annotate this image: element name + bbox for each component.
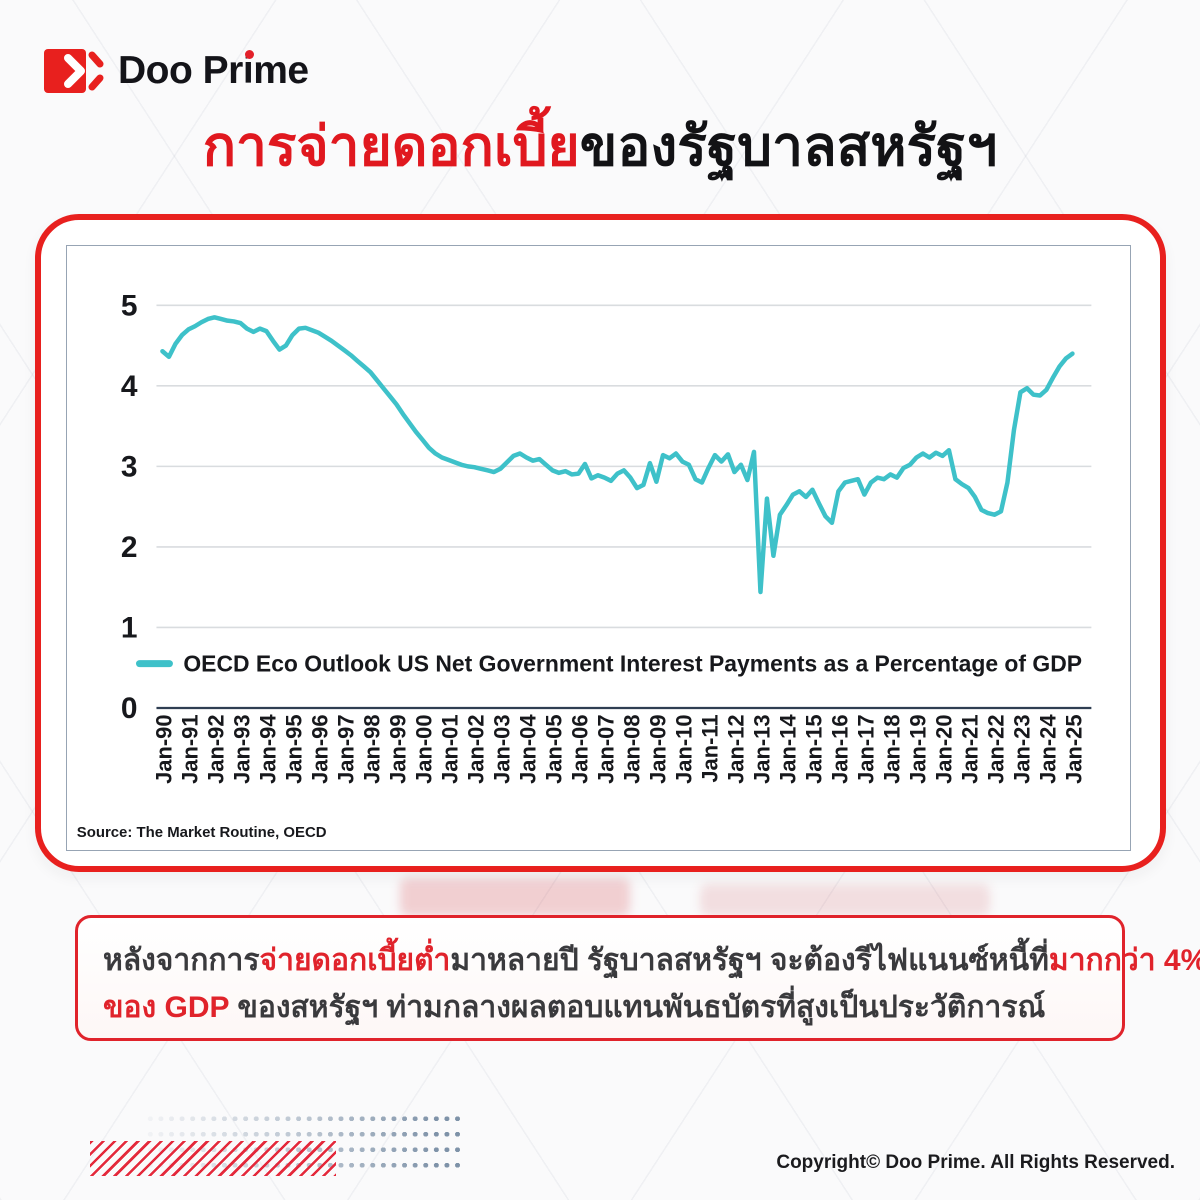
x-tick-label: Jan-02 <box>463 714 488 783</box>
x-tick-label: Jan-25 <box>1061 714 1086 783</box>
page-title-black: ของรัฐบาลสหรัฐฯ <box>579 115 998 177</box>
x-tick-label: Jan-20 <box>931 714 956 783</box>
x-tick-label: Jan-07 <box>593 714 618 783</box>
chart-plot-area: 0 1 2 3 4 5 Jan-90 Jan-91 Jan-92 Jan-93 Jan-94 Jan-… <box>66 245 1131 851</box>
callout-segment: ของสหรัฐฯ ท่ามกลางผลตอบแทนพันธบัตรที่สูง… <box>228 991 1046 1024</box>
callout-line-1: หลังจากการจ่ายดอกเบี้ยต่ำมาหลายปี รัฐบาล… <box>103 937 1200 984</box>
x-tick-label: Jan-15 <box>801 714 826 783</box>
x-tick-label: Jan-00 <box>411 714 436 783</box>
chart-card: 0 1 2 3 4 5 Jan-90 Jan-91 Jan-92 Jan-93 Jan-94 Jan-… <box>35 214 1166 872</box>
x-tick-label: Jan-03 <box>489 714 514 783</box>
y-tick-label: 3 <box>121 450 138 483</box>
x-tick-label: Jan-96 <box>307 714 332 783</box>
x-tick-label: Jan-09 <box>645 714 670 783</box>
x-tick-label: Jan-21 <box>957 714 982 783</box>
x-tick-label: Jan-04 <box>515 714 540 784</box>
x-tick-label: Jan-11 <box>697 714 722 782</box>
doo-prime-logo-icon <box>44 49 104 93</box>
x-tick-label: Jan-14 <box>775 714 800 784</box>
y-tick-label: 5 <box>121 289 138 322</box>
brand-logo: Doo Prime <box>44 46 309 96</box>
x-tick-label: Jan-08 <box>619 714 644 783</box>
x-tick-label: Jan-22 <box>983 714 1008 783</box>
copyright-text: Copyright© Doo Prime. All Rights Reserve… <box>776 1152 1175 1173</box>
callout-segment: มาหลายปี รัฐบาลสหรัฐฯ จะต้องรีไฟแนนซ์หนี… <box>450 944 1049 977</box>
callout-segment: หลังจากการ <box>103 944 260 977</box>
series-line <box>160 315 1075 595</box>
x-tick-label: Jan-18 <box>879 714 904 783</box>
y-tick-label: 4 <box>121 370 138 403</box>
y-tick-label: 1 <box>121 611 138 644</box>
y-tick-label: 0 <box>121 692 138 725</box>
x-tick-label: Jan-06 <box>567 714 592 783</box>
x-tick-label: Jan-99 <box>385 714 410 783</box>
x-tick-label: Jan-16 <box>827 714 852 783</box>
x-tick-label: Jan-01 <box>437 714 462 783</box>
callout-segment: ของ GDP <box>103 991 229 1024</box>
x-tick-label: Jan-10 <box>671 714 696 783</box>
x-tick-label: Jan-24 <box>1035 714 1060 784</box>
summary-callout: หลังจากการจ่ายดอกเบี้ยต่ำมาหลายปี รัฐบาล… <box>75 915 1200 1041</box>
red-hatch-stripe-decoration <box>90 1141 336 1176</box>
brand-name: Doo Prime <box>118 49 309 92</box>
x-tick-label: Jan-92 <box>203 714 228 783</box>
legend-label: OECD Eco Outlook US Net Government Inter… <box>183 651 1082 677</box>
x-tick-label: Jan-23 <box>1009 714 1034 783</box>
source-label: Source: The Market Routine, OECD <box>77 824 327 841</box>
callout-segment: มากกว่า 4% <box>1048 944 1200 977</box>
x-tick-label: Jan-98 <box>359 714 384 783</box>
x-tick-label: Jan-95 <box>281 714 306 783</box>
x-tick-label: Jan-13 <box>749 714 774 783</box>
callout-segment: จ่ายดอกเบี้ยต่ำ <box>259 944 451 977</box>
x-tick-label: Jan-12 <box>723 714 748 783</box>
x-tick-label: Jan-93 <box>229 714 254 783</box>
x-tick-label: Jan-19 <box>905 714 930 783</box>
y-tick-label: 2 <box>121 531 138 564</box>
red-watermark-decoration <box>400 878 630 916</box>
x-tick-label: Jan-94 <box>255 714 280 784</box>
callout-line-2: ของ GDP ของสหรัฐฯ ท่ามกลางผลตอบแทนพันธบั… <box>103 984 1097 1031</box>
x-tick-label: Jan-05 <box>541 714 566 783</box>
x-tick-label: Jan-90 <box>151 714 176 783</box>
red-watermark-decoration <box>700 884 990 916</box>
x-tick-label: Jan-17 <box>853 714 878 783</box>
x-tick-label: Jan-91 <box>177 714 202 783</box>
page-title-red: การจ่ายดอกเบี้ย <box>202 115 580 177</box>
x-tick-label: Jan-97 <box>333 714 358 783</box>
page-title: การจ่ายดอกเบี้ยของรัฐบาลสหรัฐฯ <box>0 110 1200 182</box>
